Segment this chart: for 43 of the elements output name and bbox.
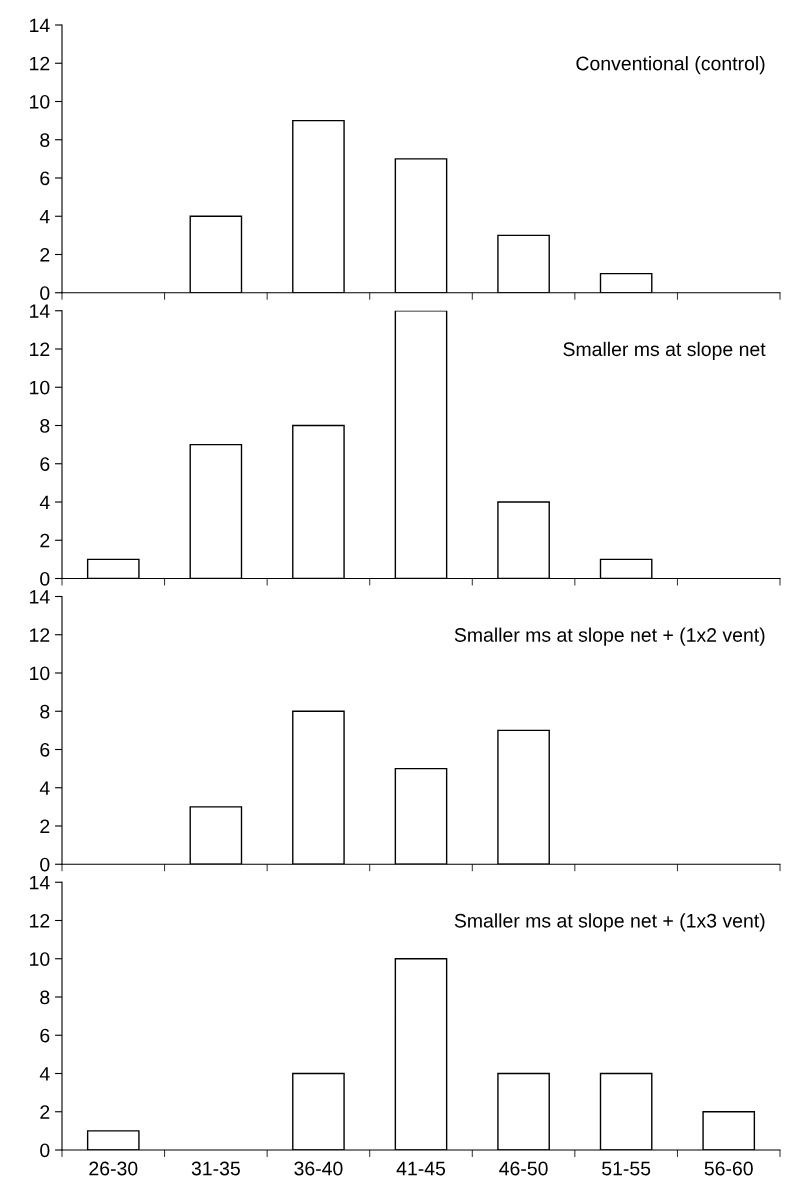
x-tick-label: 46-50 xyxy=(499,1161,548,1176)
y-tick-label: 8 xyxy=(40,990,50,1005)
text: Smaller ms at slope net + (1x2 vent) xyxy=(454,627,765,646)
y-tick-label: 12 xyxy=(30,56,50,71)
text: Smaller ms at slope net xyxy=(563,341,766,360)
x-tick-label: 56-60 xyxy=(704,1161,753,1176)
y-tick-label: 8 xyxy=(40,704,50,719)
y-tick-label: 14 xyxy=(30,304,50,318)
y-tick-label: 10 xyxy=(30,380,50,395)
y-tick-label: 6 xyxy=(40,742,50,757)
y-tick-label: 12 xyxy=(30,628,50,642)
y-tick-label: 4 xyxy=(39,495,50,510)
x-tick-label: 31-35 xyxy=(191,1161,240,1176)
x-tick-label: 26-30 xyxy=(89,1161,138,1176)
y-tick-label: 0 xyxy=(40,857,50,872)
y-tick-label: 14 xyxy=(30,18,50,33)
y-tick-label: 2 xyxy=(40,819,50,834)
y-tick-label: 6 xyxy=(40,457,50,471)
y-tick-label: 0 xyxy=(40,1143,50,1158)
y-tick-label: 12 xyxy=(30,342,50,357)
y-tick-label: 8 xyxy=(40,133,50,147)
y-tick-label: 6 xyxy=(40,1028,50,1043)
text: Smaller ms at slope net + (1x3 vent) xyxy=(454,913,765,932)
y-tick-label: 4 xyxy=(39,1067,50,1081)
y-tick-label: 2 xyxy=(40,247,50,262)
x-tick-label: 51-55 xyxy=(602,1161,651,1176)
x-tick-label: 41-45 xyxy=(396,1161,446,1176)
y-tick-label: 14 xyxy=(30,875,50,890)
y-tick-label: 8 xyxy=(40,418,50,433)
y-tick-label: 10 xyxy=(30,94,50,109)
text: Conventional (control) xyxy=(576,56,765,75)
y-tick-label: 2 xyxy=(40,1105,50,1119)
y-tick-label: 14 xyxy=(30,590,50,604)
y-tick-label: 0 xyxy=(40,286,50,300)
y-tick-label: 4 xyxy=(39,781,50,795)
y-tick-label: 12 xyxy=(30,913,50,928)
y-tick-label: 2 xyxy=(40,533,50,548)
y-tick-label: 10 xyxy=(30,666,50,681)
y-tick-label: 0 xyxy=(40,571,50,586)
x-tick-label: 36-40 xyxy=(294,1161,343,1176)
y-tick-label: 4 xyxy=(39,209,50,224)
y-tick-label: 6 xyxy=(40,171,50,186)
y-tick-label: 10 xyxy=(30,952,50,966)
